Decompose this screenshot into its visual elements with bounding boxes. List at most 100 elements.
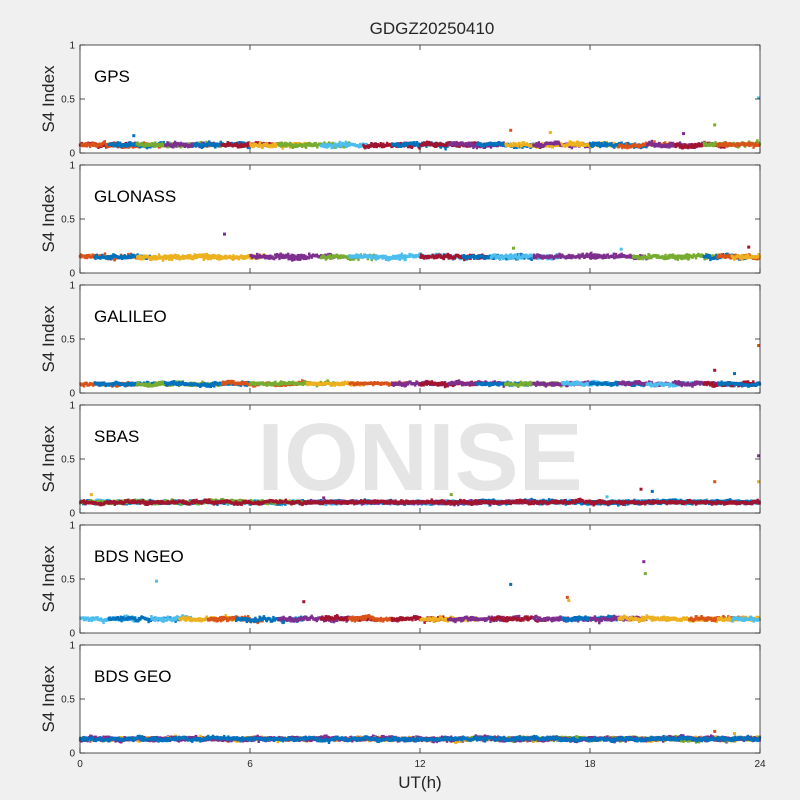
data-point [91, 141, 94, 145]
data-point [247, 141, 251, 145]
data-point [517, 253, 521, 257]
data-point [152, 255, 156, 258]
y-tick-label: 0.5 [61, 95, 75, 106]
data-point [676, 257, 680, 261]
data-point [296, 141, 300, 145]
data-point [273, 142, 277, 146]
data-point [274, 144, 278, 148]
data-point [687, 255, 690, 259]
data-point [703, 257, 706, 261]
data-point [379, 142, 382, 145]
data-point [356, 382, 359, 386]
outlier-point [747, 245, 751, 249]
data-point [182, 257, 185, 260]
data-point [435, 144, 438, 148]
data-point [458, 145, 461, 148]
data-point [142, 257, 145, 261]
data-point [150, 258, 153, 261]
data-point [434, 141, 438, 145]
data-point [756, 139, 759, 143]
y-tick-label: 1 [69, 41, 75, 52]
data-point [355, 253, 358, 257]
data-point [580, 141, 584, 145]
data-point [204, 253, 207, 257]
data-point [304, 255, 307, 259]
data-point [180, 256, 184, 260]
data-point [292, 256, 295, 259]
data-point [173, 142, 176, 146]
data-point [306, 142, 310, 146]
data-point [287, 257, 290, 261]
data-point [147, 381, 150, 384]
data-point [603, 256, 607, 259]
data-point [308, 252, 311, 256]
data-point [375, 254, 379, 258]
data-point [248, 255, 251, 259]
data-point [733, 257, 736, 261]
data-point [340, 383, 343, 386]
data-point [643, 143, 646, 147]
data-point [528, 256, 531, 260]
data-point [589, 256, 592, 260]
data-point [273, 257, 276, 261]
data-point [319, 144, 322, 148]
data-point [239, 254, 243, 258]
data-point [90, 255, 93, 259]
data-point [592, 255, 595, 259]
data-point [268, 256, 271, 260]
data-point [137, 257, 141, 261]
data-point [199, 144, 202, 148]
data-point [95, 253, 98, 257]
data-point [88, 253, 91, 257]
data-point [522, 381, 526, 385]
data-point [159, 142, 162, 146]
data-point [170, 257, 174, 261]
data-point [279, 144, 283, 148]
data-point [384, 254, 387, 258]
data-point [143, 382, 146, 386]
data-point [670, 144, 673, 148]
data-point [272, 142, 275, 146]
data-point [521, 141, 524, 145]
data-point [516, 255, 520, 259]
data-point [645, 145, 648, 149]
data-point [663, 257, 667, 261]
data-point [347, 141, 350, 145]
data-point [386, 256, 390, 260]
data-point [506, 254, 509, 258]
y-tick-label: 1 [69, 161, 75, 172]
data-point [465, 257, 469, 261]
data-point [101, 142, 104, 146]
data-point [302, 255, 305, 259]
data-point [633, 142, 636, 146]
data-point [397, 255, 400, 259]
data-point [318, 381, 321, 385]
outlier-point [548, 131, 552, 134]
data-point [462, 255, 465, 259]
data-point [154, 381, 158, 385]
data-point [261, 145, 265, 149]
data-point [94, 256, 97, 260]
data-point [297, 257, 300, 261]
data-point [617, 145, 620, 149]
data-point [689, 145, 693, 149]
data-point [566, 144, 569, 148]
data-point [110, 382, 113, 386]
series-segment [348, 252, 407, 262]
data-point [596, 253, 599, 257]
outlier-point [619, 247, 623, 251]
data-point [362, 255, 365, 259]
data-point [172, 145, 175, 149]
data-point [293, 142, 296, 145]
data-point [356, 253, 360, 257]
data-point [140, 257, 143, 261]
data-point [521, 145, 524, 149]
data-point [539, 143, 543, 146]
data-point [425, 256, 429, 260]
data-point [443, 385, 447, 389]
data-point [333, 145, 336, 149]
data-point [142, 141, 146, 145]
data-point [254, 256, 258, 260]
data-point [398, 380, 401, 384]
